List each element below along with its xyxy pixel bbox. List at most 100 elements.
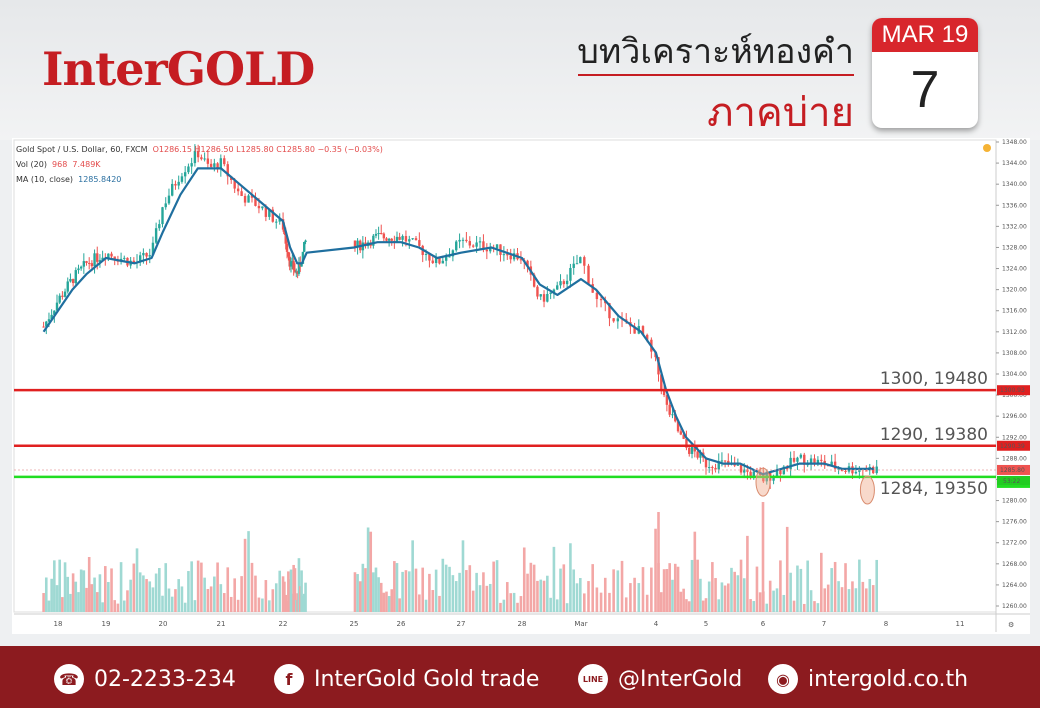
time-tick-label: 25	[350, 620, 359, 628]
volume-bar	[562, 564, 566, 612]
volume-bar	[704, 598, 708, 612]
header-background	[0, 0, 1040, 140]
price-tick-label: 1304.00	[1002, 371, 1027, 378]
candle-body	[297, 262, 301, 274]
volume-bar	[190, 561, 193, 612]
candle-body	[489, 248, 492, 252]
volume-bar	[685, 599, 688, 612]
price-tick-label: 1264.00	[1002, 582, 1027, 589]
volume-bar	[107, 582, 110, 612]
volume-bar	[404, 570, 408, 612]
legend-ma-label: MA (10, close)	[16, 175, 74, 184]
volume-bar	[733, 571, 736, 612]
candle-body	[685, 438, 688, 448]
candle-body	[190, 163, 193, 167]
current-price-tag-text: 1285.80	[1000, 467, 1025, 474]
footer-phone[interactable]: ☎ 02-2233-234	[54, 664, 236, 694]
volume-bar	[167, 588, 171, 612]
footer-line[interactable]: LINE @InterGold	[578, 664, 742, 694]
volume-bar	[569, 543, 572, 612]
candle-body	[66, 281, 69, 292]
volume-bar	[236, 599, 240, 612]
volume-bar	[374, 567, 378, 612]
candle-body	[679, 431, 683, 435]
volume-bar	[296, 593, 299, 612]
footer-facebook[interactable]: f InterGold Gold trade	[274, 664, 539, 694]
price-tick-label: 1344.00	[1002, 160, 1027, 167]
chart-legend: Gold Spot / U.S. Dollar, 60, FXCM O1286.…	[16, 142, 383, 187]
volume-bar	[411, 540, 414, 612]
volume-bar	[650, 567, 653, 612]
volume-bar	[209, 586, 213, 612]
footer-website[interactable]: ◉ intergold.co.th	[768, 664, 968, 694]
candle-body	[506, 254, 509, 256]
candle-body	[219, 158, 223, 170]
line-icon: LINE	[578, 664, 608, 694]
candle-body	[546, 293, 549, 302]
volume-bar	[377, 577, 380, 612]
candle-body	[671, 414, 674, 416]
time-tick-label: Mar	[574, 620, 587, 628]
candle-body	[803, 454, 806, 465]
volume-bar	[95, 592, 99, 612]
candle-body	[292, 261, 295, 270]
candle-body	[482, 241, 485, 250]
level-price-tag-text: 1300.93	[1000, 387, 1025, 394]
candle-body	[830, 461, 833, 466]
volume-bar	[390, 589, 394, 612]
volume-bar	[233, 578, 236, 612]
calendar-date-icon: MAR 19 7	[872, 18, 978, 128]
candle-body	[720, 460, 724, 462]
candle-body	[77, 268, 80, 271]
volume-bar	[475, 572, 478, 612]
time-tick-label: 21	[217, 620, 226, 628]
candle-body	[502, 254, 506, 256]
phone-icon: ☎	[54, 664, 84, 694]
level-label: 1290, 19380	[880, 425, 988, 445]
candle-body	[872, 466, 875, 474]
volume-bar	[101, 602, 104, 612]
volume-bar	[298, 586, 302, 612]
volume-bar	[575, 583, 579, 612]
volume-bar	[861, 581, 865, 612]
volume-bar	[53, 560, 56, 612]
candle-body	[299, 262, 302, 267]
volume-bar	[366, 527, 370, 612]
price-tick-label: 1292.00	[1002, 434, 1027, 441]
volume-bar	[90, 584, 94, 612]
volume-bar	[499, 602, 502, 612]
plot-frame	[13, 139, 997, 613]
candle-body	[390, 238, 393, 241]
volume-bar	[414, 568, 418, 612]
volume-bar	[292, 564, 295, 612]
volume-bar	[837, 581, 840, 612]
volume-bar	[608, 592, 611, 612]
volume-bar	[595, 587, 599, 612]
volume-bar	[682, 588, 685, 612]
volume-bar	[161, 595, 164, 612]
volume-bar	[264, 580, 268, 612]
candle-body	[42, 326, 45, 328]
candle-body	[278, 219, 281, 222]
volume-bar	[138, 572, 142, 612]
candle-body	[809, 458, 813, 465]
candle-body	[441, 260, 445, 264]
candle-body	[539, 294, 542, 297]
candle-body	[475, 242, 478, 247]
candle-body	[816, 459, 820, 464]
volume-bar	[796, 565, 799, 612]
candle-body	[616, 318, 620, 322]
candle-body	[458, 239, 461, 242]
candle-body	[662, 389, 666, 396]
candle-body	[690, 446, 694, 454]
volume-bar	[174, 589, 177, 612]
volume-bar	[206, 588, 210, 612]
volume-bar	[274, 583, 278, 612]
volume-bar	[294, 599, 298, 612]
volume-bar	[196, 560, 200, 612]
candle-body	[296, 271, 299, 274]
volume-bar	[809, 590, 813, 612]
volume-bar	[284, 594, 288, 612]
volume-bar	[438, 595, 441, 612]
candle-body	[209, 163, 213, 167]
